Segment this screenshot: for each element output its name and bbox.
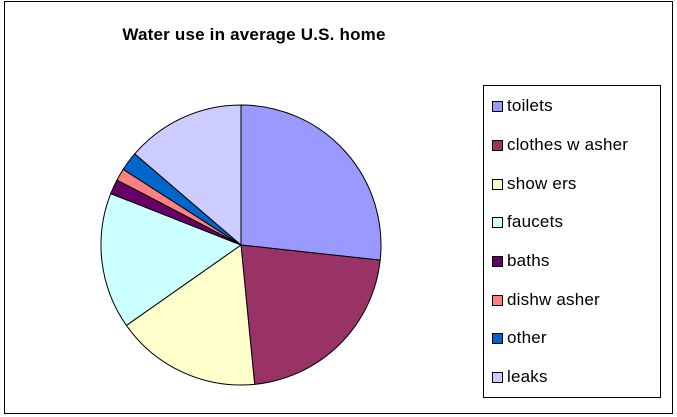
legend-swatch-faucets — [492, 216, 503, 228]
legend-swatch-dishwasher — [492, 294, 503, 306]
chart-title: Water use in average U.S. home — [122, 25, 386, 44]
legend-item-dishwasher: dishw asher — [492, 288, 600, 312]
legend-swatch-showers — [492, 178, 503, 190]
legend-swatch-leaks — [492, 371, 503, 383]
pie-slices — [100, 104, 382, 386]
pie-slice-faucets — [100, 193, 242, 326]
pie-slice-leaks — [134, 104, 242, 246]
legend-item-leaks: leaks — [492, 365, 548, 389]
pie-chart — [100, 104, 382, 386]
legend-swatch-baths — [492, 255, 503, 267]
legend-item-baths: baths — [492, 249, 550, 273]
legend-label-other: other — [507, 328, 547, 347]
legend-label-baths: baths — [507, 251, 550, 270]
legend-item-other: other — [492, 326, 547, 350]
pie-slice-showers — [125, 244, 256, 386]
legend-label-showers: show ers — [507, 174, 577, 193]
legend-label-clothes-washer: clothes w asher — [507, 135, 629, 154]
legend: toilets clothes w asher show ers faucets… — [483, 85, 661, 398]
legend-item-faucets: faucets — [492, 210, 563, 234]
pie-slice-clotheswasher — [240, 244, 381, 385]
legend-swatch-clothes-washer — [492, 139, 503, 151]
legend-swatch-other — [492, 332, 503, 344]
pie-slice-toilets — [240, 104, 382, 261]
chart-area: Water use in average U.S. home toilets c… — [4, 1, 673, 414]
legend-label-dishwasher: dishw asher — [507, 290, 600, 309]
legend-label-toilets: toilets — [507, 96, 553, 115]
legend-swatch-toilets — [492, 100, 503, 112]
legend-item-clothes-washer: clothes w asher — [492, 133, 628, 157]
legend-item-showers: show ers — [492, 172, 577, 196]
legend-label-faucets: faucets — [507, 212, 564, 231]
legend-item-toilets: toilets — [492, 94, 553, 118]
legend-label-leaks: leaks — [507, 367, 548, 386]
